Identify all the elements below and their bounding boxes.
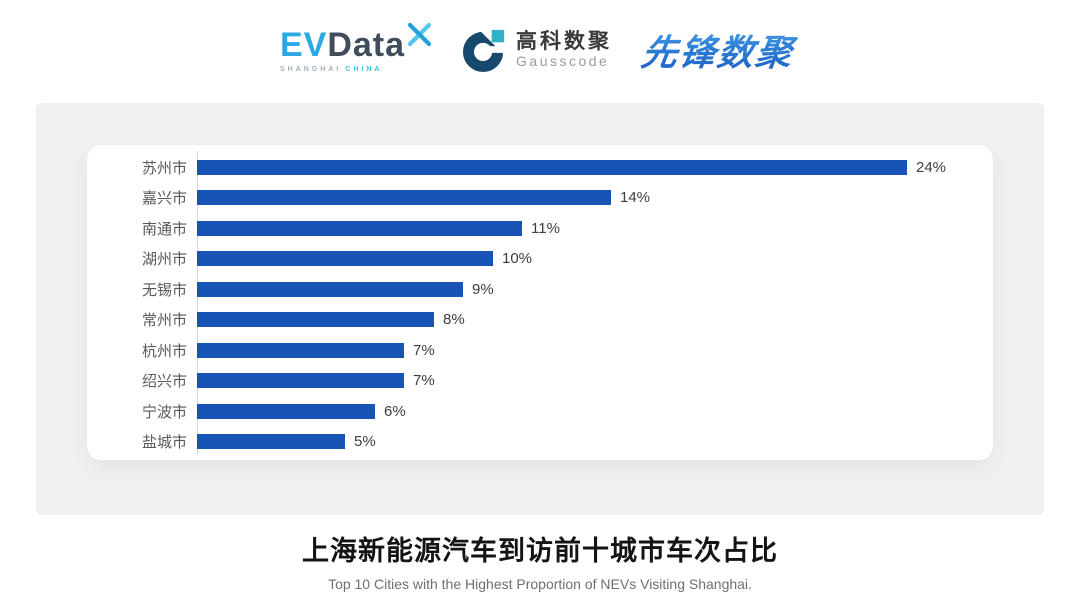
chart-row: 湖州市 10% xyxy=(87,244,993,275)
chart-card: 苏州市 24% 嘉兴市 14% 南通市 11% 湖州市 10% 无锡市 9% 常州市 8% 杭州市 7% 绍… xyxy=(87,145,993,460)
bar xyxy=(197,403,375,419)
chart-panel-background: 苏州市 24% 嘉兴市 14% 南通市 11% 湖州市 10% 无锡市 9% 常州市 8% 杭州市 7% 绍… xyxy=(36,103,1044,515)
bar xyxy=(197,251,493,267)
value-label: 9% xyxy=(472,280,494,298)
value-label: 6% xyxy=(384,402,406,420)
pinwheel-x-icon xyxy=(407,22,432,46)
chart-row: 盐城市 5% xyxy=(87,427,993,458)
chart-row: 南通市 11% xyxy=(87,213,993,244)
evdata-wordmark: EV Data xyxy=(279,22,432,64)
chart-subtitle: Top 10 Cities with the Highest Proportio… xyxy=(328,576,752,592)
gausscode-g-icon xyxy=(462,27,509,73)
bar xyxy=(197,373,404,389)
category-label: 南通市 xyxy=(141,220,187,238)
chart-row: 苏州市 24% xyxy=(87,152,993,183)
gausscode-name-cn: 高科数聚 xyxy=(516,30,613,54)
evdata-ev-text: EV xyxy=(279,25,328,64)
gausscode-logo: 高科数聚 Gausscode xyxy=(462,27,612,73)
category-label: 苏州市 xyxy=(141,159,187,177)
category-label: 无锡市 xyxy=(141,281,187,299)
value-label: 10% xyxy=(502,250,533,268)
bar xyxy=(197,281,463,297)
evdata-data-text: Data xyxy=(327,25,406,64)
chart-rows: 苏州市 24% 嘉兴市 14% 南通市 11% 湖州市 10% 无锡市 9% 常州市 8% 杭州市 7% 绍… xyxy=(87,152,993,457)
value-label: 24% xyxy=(916,158,947,176)
value-label: 11% xyxy=(531,219,560,237)
category-label: 杭州市 xyxy=(141,342,187,360)
chart-row: 宁波市 6% xyxy=(87,396,993,427)
chart-row: 无锡市 9% xyxy=(87,274,993,305)
evdata-tagline-shanghai: SHANGHAI xyxy=(279,65,342,73)
evdata-tagline-china: CHINA xyxy=(345,65,383,73)
category-label: 宁波市 xyxy=(141,403,187,421)
bar xyxy=(197,159,907,175)
bar xyxy=(197,190,611,206)
category-label: 湖州市 xyxy=(141,251,187,269)
gausscode-text: 高科数聚 Gausscode xyxy=(516,30,612,69)
chart-row: 常州市 8% xyxy=(87,305,993,336)
category-label: 盐城市 xyxy=(141,434,187,452)
chart-row: 绍兴市 7% xyxy=(87,366,993,397)
pioneer-wordmark: 先锋数聚 xyxy=(638,24,803,76)
value-label: 14% xyxy=(620,189,651,207)
bar xyxy=(197,342,404,358)
value-label: 7% xyxy=(413,341,435,359)
evdata-logo: EV Data SHANGHAI CHINA xyxy=(279,22,432,73)
chart-title: 上海新能源汽车到访前十城市车次占比 xyxy=(302,536,778,566)
category-label: 常州市 xyxy=(141,312,187,330)
evdata-tagline: SHANGHAI CHINA xyxy=(280,66,383,73)
logo-bar: EV Data SHANGHAI CHINA 高科数聚 xyxy=(0,0,1080,100)
bar xyxy=(197,312,434,328)
y-axis-line xyxy=(197,151,198,454)
bar xyxy=(197,220,522,236)
chart-row: 杭州市 7% xyxy=(87,335,993,366)
chart-row: 嘉兴市 14% xyxy=(87,183,993,214)
category-label: 嘉兴市 xyxy=(141,190,187,208)
footer: 上海新能源汽车到访前十城市车次占比 Top 10 Cities with the… xyxy=(0,529,1080,592)
value-label: 7% xyxy=(413,372,435,390)
value-label: 5% xyxy=(354,433,376,451)
gausscode-name-en: Gausscode xyxy=(516,53,610,70)
category-label: 绍兴市 xyxy=(141,373,187,391)
value-label: 8% xyxy=(443,311,465,329)
bar xyxy=(197,434,345,450)
